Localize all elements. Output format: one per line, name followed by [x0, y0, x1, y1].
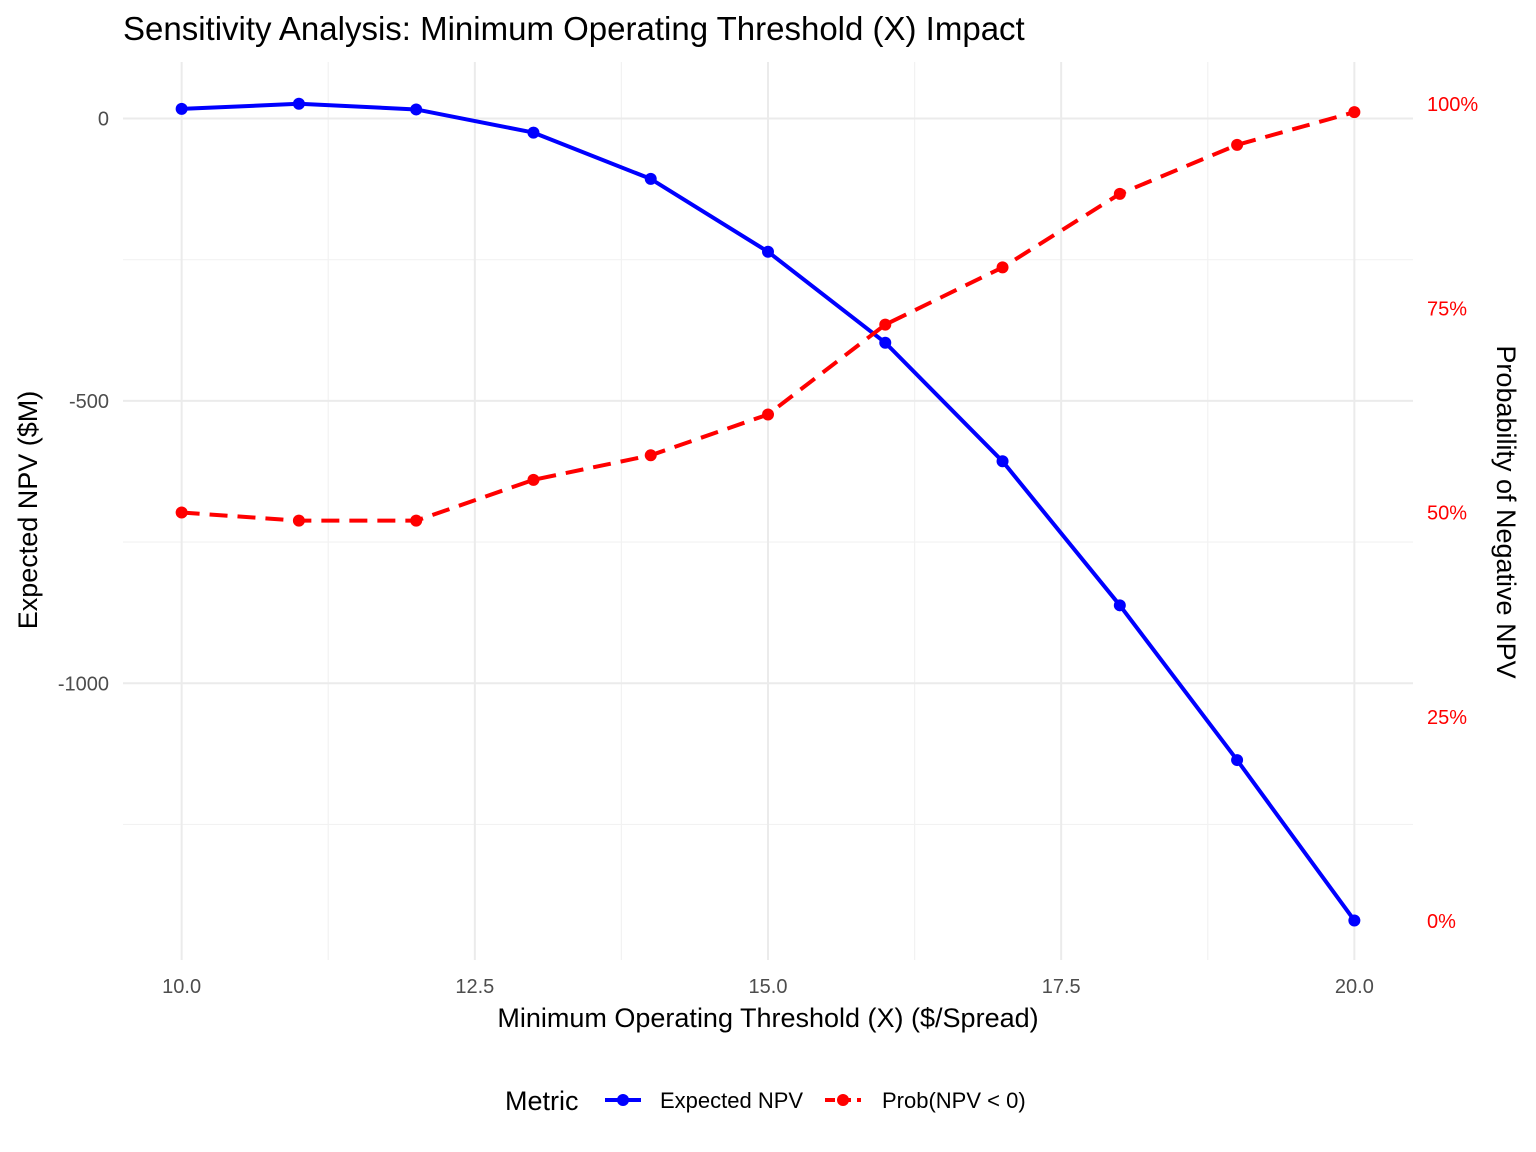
- data-point-expected-npv: [879, 336, 892, 349]
- y-axis-title: Expected NPV ($M): [13, 391, 43, 630]
- legend-key-point: [837, 1094, 849, 1106]
- y2-tick-label: 75%: [1427, 298, 1467, 320]
- x-tick-label: 20.0: [1335, 976, 1374, 998]
- data-point-expected-npv: [1348, 914, 1361, 927]
- x-tick-label: 17.5: [1042, 976, 1081, 998]
- y-tick-label: -500: [69, 391, 109, 413]
- data-point-expected-npv: [644, 172, 657, 185]
- y2-tick-label: 0%: [1427, 911, 1456, 933]
- legend-title: Metric: [505, 1086, 579, 1116]
- data-point-prob-negative-npv: [292, 514, 305, 527]
- legend-label: Expected NPV: [660, 1088, 803, 1113]
- y2-axis-title: Probability of Negative NPV: [1491, 345, 1521, 678]
- legend: Metric Expected NPV Prob(NPV < 0): [505, 1086, 1026, 1116]
- data-point-prob-negative-npv: [175, 506, 188, 519]
- axis-layer: 10.0 12.5 15.0 17.5 20.0 0 -500 -1000 100% 75% 50%…: [58, 94, 1479, 998]
- series-layer: [175, 97, 1361, 927]
- data-point-prob-negative-npv: [996, 261, 1009, 274]
- data-point-expected-npv: [1231, 754, 1244, 767]
- data-point-expected-npv: [175, 102, 188, 115]
- data-point-expected-npv: [410, 103, 423, 116]
- data-point-prob-negative-npv: [644, 449, 657, 462]
- data-point-expected-npv: [762, 245, 774, 258]
- legend-label: Prob(NPV < 0): [882, 1088, 1026, 1113]
- data-point-expected-npv: [1113, 599, 1126, 612]
- y-tick-label: -1000: [58, 673, 109, 695]
- data-point-prob-negative-npv: [1231, 138, 1244, 151]
- y2-tick-label: 50%: [1427, 503, 1467, 525]
- chart-title: Sensitivity Analysis: Minimum Operating …: [123, 10, 1025, 47]
- y2-tick-label: 100%: [1427, 94, 1478, 116]
- data-point-prob-negative-npv: [1348, 106, 1361, 119]
- x-tick-label: 10.0: [162, 976, 201, 998]
- x-axis-title: Minimum Operating Threshold (X) ($/Sprea…: [497, 1003, 1038, 1033]
- grid-layer: [123, 62, 1413, 960]
- data-point-prob-negative-npv: [1113, 187, 1126, 200]
- x-tick-label: 15.0: [749, 976, 788, 998]
- data-point-expected-npv: [996, 455, 1009, 468]
- data-point-expected-npv: [527, 126, 540, 139]
- y2-tick-label: 25%: [1427, 707, 1467, 729]
- x-tick-label: 12.5: [455, 976, 494, 998]
- data-point-prob-negative-npv: [762, 408, 774, 421]
- data-point-prob-negative-npv: [410, 514, 423, 527]
- legend-key-point: [617, 1094, 629, 1106]
- data-point-prob-negative-npv: [527, 473, 540, 486]
- y-tick-label: 0: [98, 108, 109, 130]
- data-point-prob-negative-npv: [879, 318, 892, 331]
- data-point-expected-npv: [292, 97, 305, 110]
